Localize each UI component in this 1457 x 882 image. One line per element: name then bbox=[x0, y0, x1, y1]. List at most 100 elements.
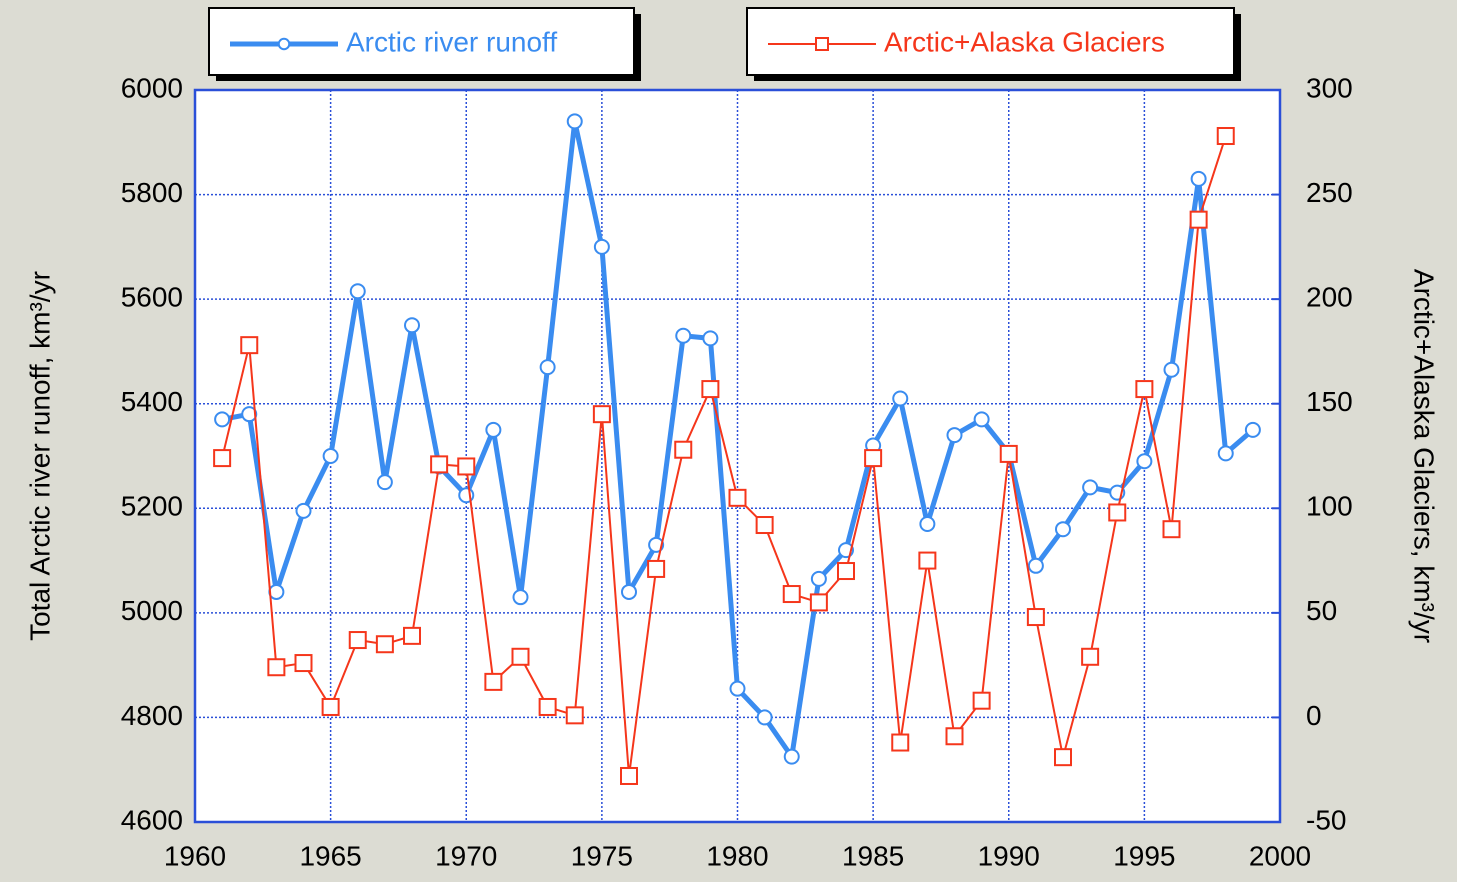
data-point bbox=[1135, 380, 1154, 399]
y-tick-label: 4600 bbox=[121, 804, 183, 835]
data-point bbox=[592, 405, 611, 424]
data-point bbox=[892, 390, 909, 407]
data-point bbox=[701, 380, 720, 399]
data-point bbox=[322, 448, 339, 464]
data-point bbox=[241, 406, 258, 423]
data-point bbox=[919, 515, 936, 532]
x-tick-label: 1995 bbox=[1113, 840, 1175, 871]
data-point bbox=[1054, 748, 1072, 767]
data-point bbox=[457, 457, 476, 476]
data-point bbox=[973, 411, 990, 428]
data-point bbox=[485, 421, 502, 438]
data-point bbox=[728, 488, 747, 507]
data-point bbox=[376, 474, 393, 491]
data-point bbox=[295, 502, 312, 519]
data-point bbox=[1190, 170, 1207, 187]
legend-box bbox=[746, 7, 1235, 76]
data-point bbox=[321, 697, 340, 716]
y2-tick-label: -50 bbox=[1306, 804, 1346, 835]
data-point bbox=[403, 626, 421, 645]
data-point bbox=[837, 562, 855, 581]
y2-tick-label: 150 bbox=[1306, 386, 1353, 417]
x-tick-label: 1960 bbox=[164, 840, 226, 871]
data-point bbox=[946, 427, 963, 444]
data-point bbox=[1244, 421, 1261, 438]
y2-tick-label: 100 bbox=[1306, 491, 1353, 522]
data-point bbox=[1216, 127, 1235, 146]
data-point bbox=[1217, 445, 1234, 462]
data-point bbox=[1027, 557, 1044, 574]
data-point bbox=[214, 411, 231, 428]
data-point bbox=[1026, 608, 1045, 627]
data-point bbox=[621, 583, 637, 600]
y-axis-label: Total Arctic river runoff, km³/yr bbox=[24, 271, 55, 641]
data-point bbox=[484, 672, 503, 691]
data-point bbox=[267, 658, 286, 677]
data-point bbox=[566, 113, 583, 130]
y-tick-label: 5400 bbox=[121, 386, 183, 417]
data-point bbox=[511, 647, 530, 666]
data-point bbox=[620, 766, 638, 785]
data-point bbox=[240, 336, 259, 355]
data-point bbox=[1108, 503, 1127, 522]
data-point bbox=[375, 635, 394, 654]
legend-marker bbox=[277, 37, 291, 51]
y-tick-label: 6000 bbox=[121, 72, 183, 103]
y-tick-label: 5600 bbox=[121, 282, 183, 313]
data-point bbox=[294, 654, 313, 673]
data-point bbox=[891, 733, 910, 752]
data-point bbox=[268, 583, 285, 600]
y2-tick-label: 50 bbox=[1306, 595, 1337, 626]
data-point bbox=[404, 317, 420, 334]
data-point bbox=[945, 727, 964, 746]
data-point bbox=[729, 680, 746, 697]
data-point bbox=[565, 706, 584, 725]
x-tick-label: 1985 bbox=[842, 840, 904, 871]
data-point bbox=[349, 283, 366, 300]
legend-marker bbox=[815, 37, 829, 51]
data-point bbox=[538, 697, 557, 716]
data-point bbox=[755, 516, 774, 535]
y2-tick-label: 200 bbox=[1306, 282, 1353, 313]
y2-tick-label: 0 bbox=[1306, 700, 1322, 731]
data-point bbox=[430, 455, 449, 474]
data-point bbox=[348, 631, 367, 650]
data-point bbox=[783, 748, 800, 765]
y-tick-label: 4800 bbox=[121, 700, 183, 731]
data-point bbox=[756, 709, 773, 726]
data-point bbox=[675, 327, 692, 344]
data-point bbox=[213, 449, 232, 468]
y2-tick-label: 300 bbox=[1306, 72, 1353, 103]
legend-label: Arctic+Alaska Glaciers bbox=[884, 26, 1165, 57]
data-point bbox=[1081, 647, 1100, 666]
data-point bbox=[648, 536, 665, 553]
data-point bbox=[539, 359, 556, 376]
y-tick-label: 5800 bbox=[121, 177, 183, 208]
data-point bbox=[918, 551, 937, 570]
y2-tick-label: 250 bbox=[1306, 177, 1353, 208]
x-tick-label: 1975 bbox=[571, 840, 633, 871]
data-point bbox=[810, 570, 827, 587]
data-point bbox=[1082, 479, 1099, 496]
data-point bbox=[782, 585, 801, 604]
x-tick-label: 1970 bbox=[435, 840, 497, 871]
data-point bbox=[702, 330, 719, 347]
data-point bbox=[1136, 453, 1153, 470]
data-point bbox=[999, 444, 1018, 463]
data-point bbox=[674, 440, 693, 459]
data-point bbox=[1163, 361, 1180, 378]
x-tick-label: 1980 bbox=[706, 840, 768, 871]
data-point bbox=[593, 238, 610, 255]
data-point bbox=[864, 449, 883, 468]
x-tick-label: 1990 bbox=[978, 840, 1040, 871]
data-point bbox=[512, 589, 529, 606]
data-point bbox=[1162, 520, 1181, 539]
y-tick-label: 5200 bbox=[121, 491, 183, 522]
data-point bbox=[647, 559, 666, 578]
data-point bbox=[972, 691, 991, 710]
legend-label: Arctic river runoff bbox=[346, 26, 557, 57]
data-point bbox=[809, 593, 828, 612]
data-point bbox=[1055, 521, 1071, 538]
